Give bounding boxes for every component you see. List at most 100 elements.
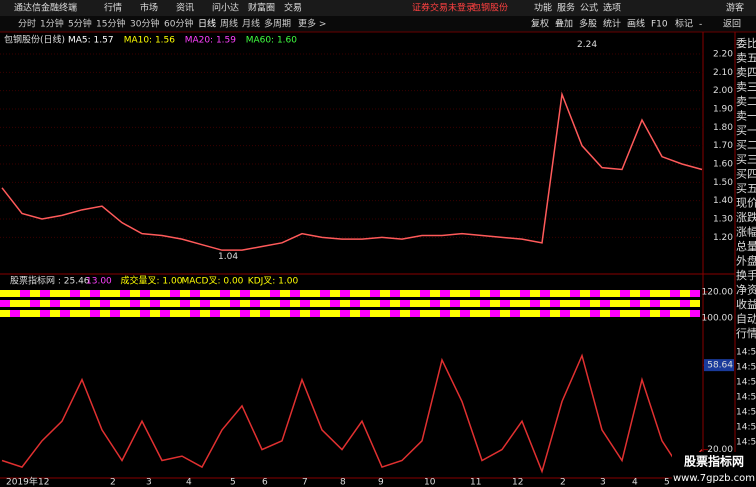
signal-stripe	[40, 310, 50, 317]
side-time: 14:50	[736, 393, 756, 403]
chart-title: 包钢股份(日线)	[4, 34, 65, 46]
right-menu-item[interactable]: 服务	[557, 2, 575, 14]
right-menu-item[interactable]: 公式	[580, 2, 598, 14]
signal-stripe	[560, 290, 570, 297]
period-tab[interactable]: 月线	[242, 18, 260, 30]
menu-item[interactable]: 市场	[140, 2, 158, 14]
signal-stripe	[340, 300, 350, 307]
menu-item[interactable]: 行情	[104, 2, 122, 14]
signal-stripe	[50, 310, 60, 317]
signal-stripe	[80, 300, 90, 307]
side-label: 净资	[736, 283, 756, 297]
signal-stripe	[160, 290, 170, 297]
series-line	[1, 353, 703, 474]
menu-item[interactable]: 交易	[284, 2, 302, 14]
period-tab[interactable]: 30分钟	[130, 18, 159, 30]
signal-stripe	[100, 310, 110, 317]
tool-button[interactable]: 标记	[675, 18, 693, 30]
signal-stripe	[550, 300, 560, 307]
signal-stripe	[640, 310, 650, 317]
side-label: 行情	[736, 327, 756, 340]
period-tab[interactable]: 分时	[18, 18, 36, 30]
signal-stripe	[600, 310, 610, 317]
legend-entry: 成交量叉: 1.00	[121, 275, 183, 287]
tool-button[interactable]: 叠加	[555, 19, 573, 30]
x-axis-label: 2	[110, 478, 116, 487]
signal-stripe	[170, 300, 180, 307]
signal-stripe	[180, 310, 190, 317]
period-tab[interactable]: 1分钟	[40, 18, 64, 30]
signal-stripe	[190, 290, 200, 297]
menu-item[interactable]: 问小达	[212, 2, 239, 14]
signal-stripe	[320, 310, 330, 317]
signal-stripe	[40, 290, 50, 297]
tool-button[interactable]: -	[699, 20, 702, 30]
period-tab[interactable]: 60分钟	[164, 18, 193, 30]
signal-stripe	[290, 290, 300, 297]
signal-stripe	[610, 310, 620, 317]
signal-stripe	[420, 300, 430, 307]
signal-stripe	[360, 300, 370, 307]
toolbar	[0, 16, 756, 32]
right-menu-item[interactable]: 功能	[534, 2, 552, 14]
signal-stripe	[280, 310, 290, 317]
signal-stripe	[90, 290, 100, 297]
tool-button[interactable]: 统计	[603, 18, 621, 30]
side-label: 卖四	[736, 66, 756, 79]
period-tab[interactable]: 15分钟	[96, 18, 125, 30]
menu-item[interactable]: 资讯	[176, 3, 194, 14]
user[interactable]: 游客	[726, 2, 744, 14]
signal-stripe	[520, 310, 530, 317]
y-tick-label: 1.30	[713, 215, 733, 225]
signal-stripe	[650, 300, 660, 307]
signal-stripe	[600, 300, 610, 307]
x-axis-label: 9	[378, 478, 384, 487]
side-time: 14:50	[736, 423, 756, 433]
x-axis-label: 11	[470, 478, 481, 487]
x-axis-label: 6	[262, 478, 268, 487]
menu-item[interactable]: 财富圈	[248, 2, 275, 14]
signal-stripe	[250, 310, 260, 317]
tool-button[interactable]: 多股	[579, 18, 597, 30]
signal-stripe	[100, 290, 110, 297]
signal-stripe	[140, 310, 150, 317]
tool-button[interactable]: 画线	[627, 18, 645, 30]
period-tab[interactable]: 更多 >	[298, 18, 326, 30]
right-menu-item[interactable]: 选项	[603, 2, 621, 14]
signal-stripe	[610, 290, 620, 297]
signal-stripe	[240, 300, 250, 307]
signal-stripe	[10, 290, 20, 297]
tool-button[interactable]: F10	[651, 20, 668, 30]
signal-stripe	[530, 300, 540, 307]
period-tab[interactable]: 多周期	[264, 18, 291, 30]
tool-button[interactable]: 返回	[723, 18, 741, 30]
y-tick-label: 1.40	[713, 196, 733, 206]
signal-stripe	[130, 300, 140, 307]
watermark-bg	[672, 452, 756, 487]
tool-button[interactable]: 复权	[531, 18, 549, 30]
signal-stripe	[160, 300, 170, 307]
period-tab[interactable]: 日线	[198, 18, 216, 30]
signal-stripe	[130, 290, 140, 297]
legend-entry: MA5: 1.57	[68, 36, 114, 46]
side-label: 卖三	[736, 81, 756, 94]
signal-stripe	[70, 290, 80, 297]
signal-stripe	[260, 310, 270, 317]
signal-stripe	[400, 300, 410, 307]
signal-stripe	[310, 310, 320, 317]
signal-stripe	[60, 290, 70, 297]
period-tab[interactable]: 5分钟	[68, 18, 92, 30]
watermark-title: 股票指标网	[684, 454, 744, 469]
signal-stripe	[540, 310, 550, 317]
signal-stripe	[540, 290, 550, 297]
signal-stripe	[200, 300, 210, 307]
signal-stripe	[290, 300, 300, 307]
side-label: 委比	[736, 37, 756, 50]
side-label: 换手	[736, 268, 756, 282]
signal-stripe	[410, 310, 420, 317]
signal-stripe	[570, 290, 580, 297]
x-axis-label: 10	[424, 478, 436, 487]
period-tab[interactable]: 周线	[220, 18, 238, 30]
signal-stripe	[120, 310, 130, 317]
